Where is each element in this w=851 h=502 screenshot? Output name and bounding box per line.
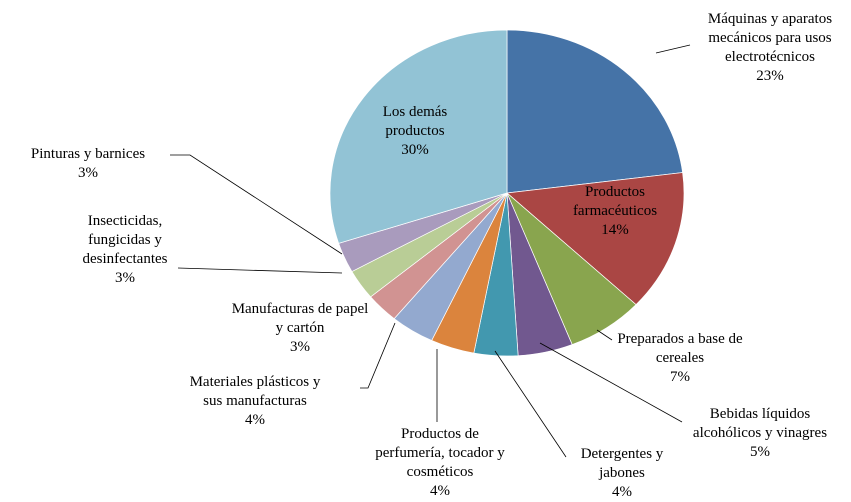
percent-label: 3% bbox=[290, 339, 310, 355]
percent-label: 3% bbox=[115, 270, 135, 286]
percent-label: 5% bbox=[750, 444, 770, 460]
pie-slice bbox=[506, 172, 685, 306]
category-name: Preparados a base de cereales bbox=[617, 331, 743, 366]
category-name: Pinturas y barnices bbox=[30, 146, 146, 162]
category-name: Productos de perfumería, tocador y cosmé… bbox=[375, 426, 505, 480]
percent-label: 4% bbox=[612, 484, 632, 500]
percent-label: 3% bbox=[78, 165, 98, 181]
percent-label: 4% bbox=[245, 412, 265, 428]
slice-label: Máquinas y aparatos mecánicos para usos … bbox=[706, 10, 834, 86]
leader-line bbox=[177, 267, 343, 274]
slice-label: Bebidas líquidos alcohólicos y vinagres 5… bbox=[693, 405, 828, 462]
percent-label: 7% bbox=[670, 369, 690, 385]
percent-label: 23% bbox=[756, 68, 784, 84]
category-name: Los demás productos bbox=[382, 104, 448, 139]
leader-line bbox=[596, 329, 613, 341]
slice-label: Materiales plásticos y sus manufacturas 4… bbox=[180, 373, 330, 430]
category-name: Manufacturas de papel y cartón bbox=[231, 301, 369, 336]
leader-line bbox=[539, 342, 683, 423]
leader-line bbox=[360, 322, 396, 389]
slice-label: Productos farmacéuticos 14% bbox=[560, 183, 670, 240]
leader-line bbox=[170, 154, 343, 255]
percent-label: 4% bbox=[430, 483, 450, 499]
leader-line bbox=[655, 44, 691, 54]
percent-label: 30% bbox=[401, 142, 429, 158]
category-name: Bebidas líquidos alcohólicos y vinagres bbox=[692, 406, 828, 441]
category-name: Materiales plásticos y sus manufacturas bbox=[189, 374, 321, 409]
slice-label: Insecticidas, fungicidas y desinfectante… bbox=[65, 212, 185, 288]
pie-slice bbox=[329, 29, 508, 244]
slice-label: Productos de perfumería, tocador y cosmé… bbox=[365, 425, 515, 501]
category-name: Detergentes y jabones bbox=[580, 446, 664, 481]
slice-label: Pinturas y barnices 3% bbox=[3, 145, 173, 183]
slice-label: Detergentes y jabones 4% bbox=[570, 445, 675, 502]
category-name: Productos farmacéuticos bbox=[572, 184, 658, 219]
pie-slice bbox=[506, 29, 683, 194]
category-name: Máquinas y aparatos mecánicos para usos … bbox=[707, 11, 833, 65]
slice-label: Los demás productos 30% bbox=[370, 103, 460, 160]
slice-label: Manufacturas de papel y cartón 3% bbox=[230, 300, 370, 357]
percent-label: 14% bbox=[601, 222, 629, 238]
category-name: Insecticidas, fungicidas y desinfectante… bbox=[82, 213, 168, 267]
slice-label: Preparados a base de cereales 7% bbox=[615, 330, 745, 387]
leader-line bbox=[494, 350, 567, 458]
